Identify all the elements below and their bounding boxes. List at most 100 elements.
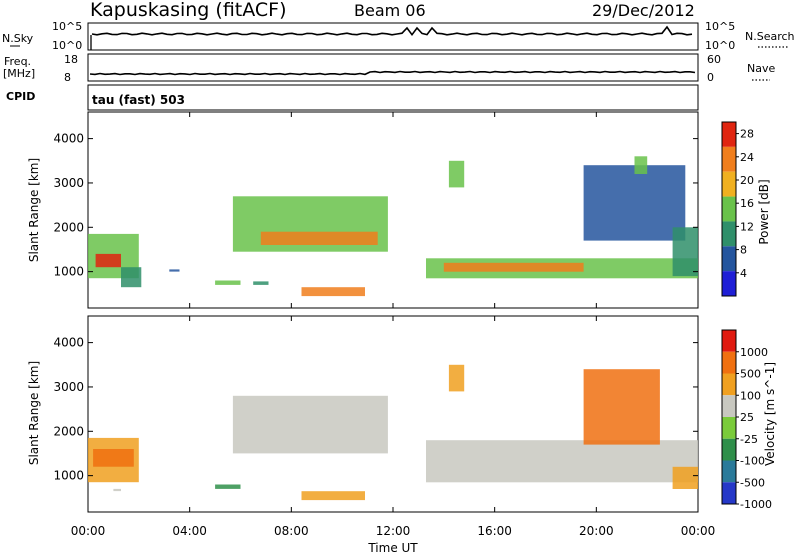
power-cell xyxy=(672,227,698,277)
x-tick-label: 00:00 xyxy=(681,524,716,538)
colorbar-swatch xyxy=(722,482,736,504)
power-cell xyxy=(583,165,686,241)
colorbar-swatch xyxy=(722,417,736,439)
y-tick-label: 2000 xyxy=(53,220,84,234)
y-tick-label: 1000 xyxy=(53,469,84,483)
freq-left-tick-top: 18 xyxy=(64,53,78,66)
colorbar-tick-label: 8 xyxy=(740,244,747,257)
velocity-cell xyxy=(93,449,134,467)
noise-right-tick-top: 10^5 xyxy=(705,20,735,33)
colorbar-swatch xyxy=(722,330,736,352)
colorbar-tick-label: 28 xyxy=(740,128,754,141)
nave-label: Nave xyxy=(747,62,775,75)
freq-line xyxy=(89,70,696,76)
power-cell xyxy=(448,160,465,188)
colorbar-tick-label: 20 xyxy=(740,174,754,187)
velocity-cell xyxy=(426,440,698,483)
noise-sky-line xyxy=(91,25,693,37)
colorbar-tick-label: 16 xyxy=(740,197,754,210)
noise-panel-frame xyxy=(87,22,699,51)
noise-left-tick-top: 10^5 xyxy=(52,20,82,33)
cpid-label: CPID xyxy=(6,90,35,103)
velocity-cell xyxy=(113,488,121,492)
colorbar-swatch xyxy=(722,171,736,197)
power-y-label: Slant Range [km] xyxy=(27,158,41,262)
freq-label-line1: Freq. xyxy=(4,55,31,68)
velocity-cell xyxy=(215,484,241,489)
power-cell xyxy=(95,253,121,268)
colorbar-swatch xyxy=(722,196,736,222)
freq-panel-frame xyxy=(87,53,699,82)
power-cell xyxy=(634,156,648,174)
noise-right-tick-bottom: 10^0 xyxy=(705,39,735,52)
date-title: 29/Dec/2012 xyxy=(592,1,695,20)
freq-right-tick-bottom: 0 xyxy=(707,71,714,84)
colorbar-tick-label: -25 xyxy=(740,433,758,446)
velocity-panel: 1000 2000 3000 4000 Slant Range [km] 1000 50… xyxy=(27,315,777,513)
cpid-panel-frame xyxy=(87,84,699,111)
velocity-cell xyxy=(232,395,388,454)
colorbar-swatch xyxy=(722,460,736,483)
y-tick-label: 3000 xyxy=(53,176,84,190)
y-tick-label: 2000 xyxy=(53,424,84,438)
power-cell xyxy=(215,280,241,285)
velocity-heatmap xyxy=(88,364,698,501)
colorbar-swatch xyxy=(722,271,736,296)
freq-panel: Freq. [MHz] 18 8 60 0 Nave xyxy=(3,53,775,84)
colorbar-swatch xyxy=(722,122,736,147)
colorbar-swatch xyxy=(722,395,736,417)
x-tick-label: 04:00 xyxy=(172,524,207,538)
power-colorbar: 4 8 12 16 20 24 28 xyxy=(721,121,754,297)
colorbar-tick-label: 1000 xyxy=(740,346,768,359)
y-tick-label: 4000 xyxy=(53,132,84,146)
colorbar-tick-label: -500 xyxy=(740,476,765,489)
power-cell xyxy=(121,267,142,288)
freq-label-line2: [MHz] xyxy=(3,67,35,80)
colorbar-swatch xyxy=(722,438,736,461)
power-cell xyxy=(253,281,269,285)
x-axis-ticks: 00:00 04:00 08:00 12:00 16:00 20:00 00:00 xyxy=(71,112,716,538)
colorbar-tick-label: -100 xyxy=(740,455,765,468)
x-tick-label: 00:00 xyxy=(71,524,106,538)
velocity-colorbar-label: Velocity [m s^-1] xyxy=(763,362,777,466)
colorbar-tick-label: 24 xyxy=(740,151,754,164)
power-y-ticks: 1000 2000 3000 4000 xyxy=(53,132,698,279)
y-tick-label: 1000 xyxy=(53,265,84,279)
power-cell xyxy=(260,231,378,245)
velocity-cell xyxy=(301,491,365,501)
colorbar-swatch xyxy=(722,373,736,396)
colorbar-tick-label: 12 xyxy=(740,220,754,233)
noise-right-label: N.Search xyxy=(745,30,795,43)
cpid-panel: CPID tau (fast) 503 xyxy=(6,84,699,111)
freq-right-tick-top: 60 xyxy=(707,53,721,66)
x-tick-label: 20:00 xyxy=(579,524,614,538)
colorbar-tick-label: 500 xyxy=(740,368,761,381)
colorbar-tick-label: 100 xyxy=(740,389,761,402)
colorbar-swatch xyxy=(722,146,736,172)
power-cell xyxy=(169,269,180,272)
cpid-text: tau (fast) 503 xyxy=(92,93,185,107)
x-tick-label: 16:00 xyxy=(477,524,512,538)
noise-left-tick-bottom: 10^0 xyxy=(52,39,82,52)
colorbar-swatch xyxy=(722,221,736,247)
velocity-cell xyxy=(448,364,465,392)
velocity-cell xyxy=(672,466,698,489)
noise-panel: N.Sky 10^5 10^0 10^5 10^0 N.Search xyxy=(2,20,795,52)
velocity-y-ticks: 1000 2000 3000 4000 xyxy=(53,336,698,483)
freq-left-tick-bottom: 8 xyxy=(64,71,71,84)
x-tick-label: 08:00 xyxy=(274,524,309,538)
velocity-y-label: Slant Range [km] xyxy=(27,361,41,465)
colorbar-tick-label: 4 xyxy=(740,267,747,280)
colorbar-swatch xyxy=(722,351,736,374)
colorbar-tick-label: -1000 xyxy=(740,498,772,511)
velocity-colorbar: 1000 500 100 25 -25 -100 -500 -1000 xyxy=(721,329,772,511)
y-tick-label: 3000 xyxy=(53,380,84,394)
colorbar-frame xyxy=(721,121,737,297)
power-cell xyxy=(443,262,584,272)
power-heatmap xyxy=(88,156,698,297)
noise-left-label: N.Sky xyxy=(2,32,34,45)
colorbar-swatch xyxy=(722,246,736,272)
station-title: Kapuskasing (fitACF) xyxy=(90,0,287,21)
y-tick-label: 4000 xyxy=(53,336,84,350)
